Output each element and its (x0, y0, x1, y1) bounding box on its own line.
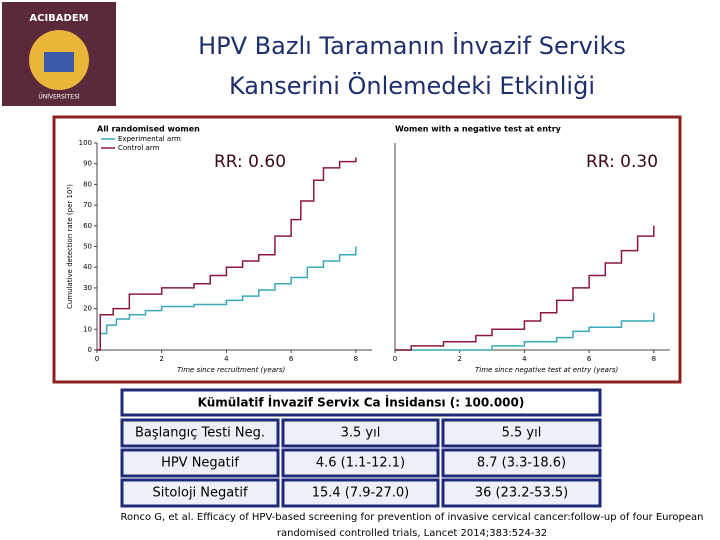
table-cell (281, 478, 440, 508)
x-tick-label: 4 (522, 355, 527, 363)
x-tick-label: 2 (159, 355, 163, 363)
data-line (97, 246, 357, 351)
table-cell-text: Sitoloji Negatif (152, 486, 247, 501)
data-line (97, 157, 357, 351)
table-cell (120, 418, 280, 448)
chart-title: All randomised women (97, 125, 200, 134)
data-line (395, 312, 655, 351)
citation: randomised controlled trials, Lancet 201… (277, 528, 547, 539)
data-line (395, 225, 655, 351)
slide-title: Kanserini Önlemedeki Etkinliği (229, 71, 595, 100)
y-tick-label: 70 (83, 201, 92, 209)
y-tick-label: 20 (83, 305, 92, 313)
annotation: RR: 0.60 (214, 152, 286, 172)
figure-frame (52, 115, 682, 384)
y-axis-label: Cumulative detection rate (per 10⁵) (66, 184, 74, 309)
chart: All randomised women01020304050607080901… (66, 125, 372, 374)
logo-subtitle: ÜNİVERSİTESİ (38, 94, 80, 101)
chart: Women with a negative test at entry 0 2 4 6 8… (393, 125, 670, 374)
table-cell (281, 418, 440, 448)
table-cell-text: 3.5 yıl (341, 426, 381, 441)
table-cell-text: 15.4 (7.9-27.0) (312, 486, 410, 501)
x-tick-label: 4 (224, 355, 229, 363)
y-tick-label: 40 (83, 263, 92, 271)
legend-label: Experimental arm (118, 135, 181, 143)
x-tick-label: 6 (289, 355, 294, 363)
x-tick-label: 8 (652, 355, 656, 363)
annotation: RR: 0.30 (586, 152, 658, 172)
y-tick-label: 50 (83, 243, 92, 251)
y-tick-label: 0 (88, 346, 92, 354)
table-cell-text: 5.5 yıl (502, 426, 542, 441)
slide-title: HPV Bazlı Taramanın İnvazif Serviks (198, 31, 626, 60)
y-tick-label: 80 (83, 180, 92, 188)
table-caption: Kümülatif İnvazif Servix Ca İnsidansı (:… (198, 395, 525, 410)
table-cell-text: Başlangıç Testi Neg. (135, 426, 265, 441)
y-tick-label: 60 (83, 222, 92, 230)
charts: All randomised women01020304050607080901… (66, 125, 670, 374)
table-cell-text: 4.6 (1.1-12.1) (316, 456, 405, 471)
table-cell-text: 36 (23.2-53.5) (475, 486, 568, 501)
x-tick-label: 6 (587, 355, 592, 363)
table: Kümülatif İnvazif Servix Ca İnsidansı (:… (120, 388, 602, 508)
table-cell-text: 8.7 (3.3-18.6) (477, 456, 566, 471)
table-cell-text: HPV Negatif (161, 456, 239, 471)
x-tick-label: 2 (457, 355, 461, 363)
y-tick-label: 30 (83, 284, 92, 292)
table-cell (120, 448, 280, 478)
table-cell (281, 448, 440, 478)
y-tick-label: 90 (83, 160, 92, 168)
x-axis-label: Time since negative test at entry (years… (475, 366, 618, 374)
x-tick-label: 0 (95, 355, 99, 363)
logo-name: ACIBADEM (29, 13, 88, 24)
legend-label: Control arm (118, 144, 160, 152)
table-cell (441, 478, 602, 508)
citation: Ronco G, et al. Efficacy of HPV-based sc… (121, 512, 704, 523)
x-tick-label: 0 (393, 355, 397, 363)
chart-title: Women with a negative test at entry (395, 125, 562, 134)
x-tick-label: 8 (354, 355, 358, 363)
table-cell (441, 418, 602, 448)
y-tick-label: 100 (79, 139, 92, 147)
table-cell (120, 478, 280, 508)
table-caption-cell (120, 388, 602, 417)
x-axis-label: Time since recruitment (years) (177, 366, 286, 374)
table-cell (441, 448, 602, 478)
y-tick-label: 10 (83, 325, 92, 333)
logo-book (44, 52, 74, 72)
